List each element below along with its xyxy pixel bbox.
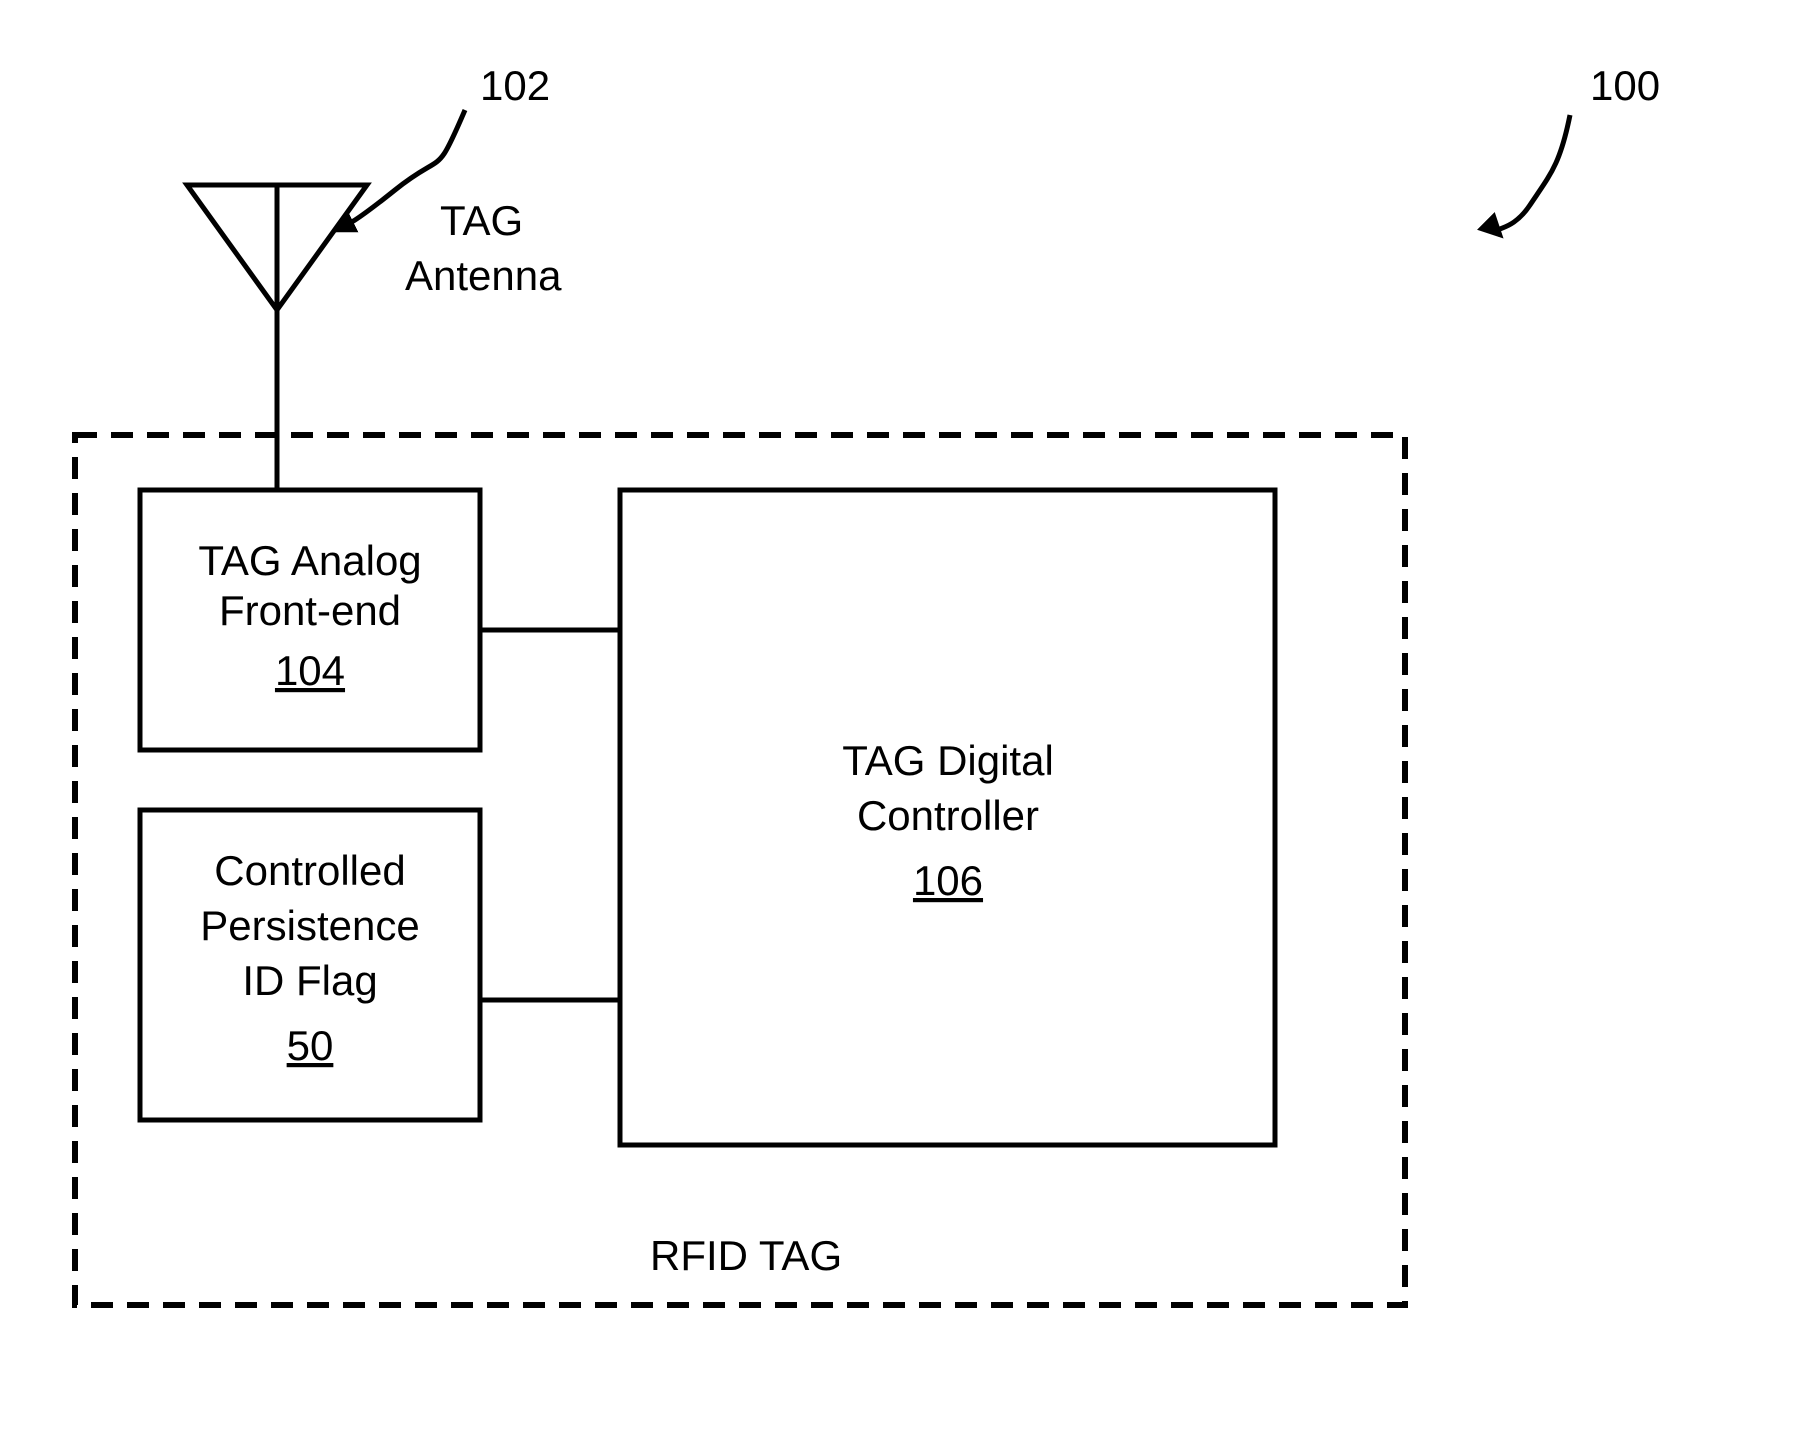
persistence-flag-ref: 50 (287, 1022, 334, 1069)
digital-controller-label-1: TAG Digital (842, 737, 1054, 784)
persistence-flag-label-2: Persistence (200, 902, 419, 949)
rfid-tag-title: RFID TAG (650, 1232, 842, 1279)
analog-frontend-ref: 104 (275, 647, 345, 694)
ref-system: 100 (1590, 62, 1660, 109)
analog-frontend-label-1: TAG Analog (198, 537, 421, 584)
antenna-label-1: TAG (440, 197, 523, 244)
persistence-flag-label-1: Controlled (214, 847, 405, 894)
ref-system-arrow (1497, 115, 1570, 235)
digital-controller-ref: 106 (913, 857, 983, 904)
digital-controller-label-2: Controller (857, 792, 1039, 839)
ref-antenna: 102 (480, 62, 550, 109)
analog-frontend-label-2: Front-end (219, 587, 401, 634)
antenna-label-2: Antenna (405, 252, 562, 299)
persistence-flag-label-3: ID Flag (242, 957, 377, 1004)
